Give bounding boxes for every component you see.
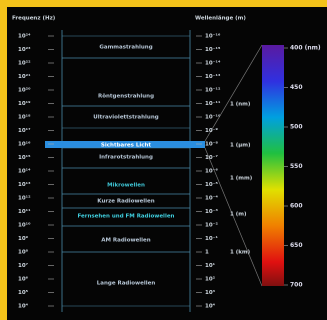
band-label: Fernsehen und FM Radiowellen: [78, 214, 175, 220]
band-label: AM Radiowellen: [101, 238, 151, 244]
connector: [204, 147, 263, 287]
frequency-label: 10²³: [18, 46, 31, 53]
color-label: 500: [290, 124, 303, 131]
wavelength-label: 10⁻¹¹: [205, 100, 221, 107]
frequency-label: 10¹⁷: [18, 127, 31, 134]
wavelength-label: 10⁻²: [205, 222, 219, 229]
frequency-label: 10¹⁰: [18, 222, 31, 229]
frequency-label: 10²⁰: [18, 87, 31, 94]
connector: [204, 44, 263, 142]
visible-highlight: [45, 141, 205, 148]
frequency-label: 10²⁴: [18, 33, 31, 40]
band-label: Ultraviolettstrahlung: [93, 115, 158, 121]
color-label: 600: [290, 203, 303, 210]
wavelength-label: 10⁻⁶: [205, 168, 219, 175]
wavelength-label: 10⁻⁷: [205, 154, 219, 161]
color-label: 550: [290, 163, 303, 170]
band-label: Infrarotstrahlung: [99, 155, 153, 161]
frequency-label: 10¹⁸: [18, 114, 31, 121]
wavelength-label: 10⁻⁴: [205, 195, 219, 202]
wavelength-label: 10⁻¹²: [205, 87, 221, 94]
wavelength-label: 10⁻¹⁶: [205, 33, 221, 40]
frequency-label: 10⁵: [18, 289, 29, 296]
band-label: Lange Radiowellen: [97, 281, 156, 287]
wavelength-label: 10⁻⁵: [205, 181, 219, 188]
wavelength-label: 10⁻⁸: [205, 141, 219, 148]
frequency-label: 10¹²: [18, 195, 31, 202]
wavelength-label: 10⁻⁹: [205, 127, 219, 134]
wavelength-title: Wellenlänge (m): [195, 16, 246, 22]
frequency-label: 10⁷: [18, 262, 29, 269]
wavelength-label: 10⁻¹: [205, 235, 219, 242]
frequency-label: 10¹³: [18, 181, 31, 188]
frequency-title: Frequenz (Hz): [12, 16, 56, 22]
wavelength-label: 10³: [205, 289, 216, 296]
color-label: 450: [290, 84, 303, 91]
wavelength-label: 10⁻¹³: [205, 73, 221, 80]
wavelength-label: 10²: [205, 276, 216, 283]
wavelength-label: 10⁻¹⁵: [205, 46, 221, 53]
frequency-label: 10²²: [18, 60, 31, 67]
wavelength-label: 1: [205, 250, 209, 256]
frequency-label: 10⁶: [18, 276, 29, 283]
band-label: Kurze Radiowellen: [97, 199, 154, 205]
unit-label: 1 (mm): [230, 176, 253, 182]
wavelength-label: 10¹: [205, 262, 216, 269]
frequency-label: 10¹⁶: [18, 141, 31, 148]
color-bar: [262, 45, 284, 286]
unit-label: 1 (nm): [230, 102, 251, 108]
band-label: Gammastrahlung: [99, 45, 152, 51]
color-label: 400 (nm): [290, 45, 321, 52]
wavelength-label: 10⁻¹⁰: [205, 114, 221, 121]
wavelength-label: 10⁻³: [205, 208, 219, 215]
band-label: Mikrowellen: [107, 183, 145, 189]
unit-label: 1 (µm): [230, 143, 251, 149]
frequency-label: 10¹⁴: [18, 168, 31, 175]
unit-label: 1 (m): [230, 212, 247, 218]
frequency-label: 10²¹: [18, 73, 31, 80]
frequency-label: 10⁹: [18, 235, 29, 242]
color-label: 700: [290, 282, 303, 289]
color-label: 650: [290, 242, 303, 249]
frequency-label: 10¹⁹: [18, 100, 31, 107]
band-label: Sichtbares Licht: [101, 143, 151, 149]
frequency-label: 10⁴: [18, 303, 29, 310]
frequency-label: 10¹¹: [18, 208, 31, 215]
wavelength-label: 10⁴: [205, 303, 216, 310]
wavelength-label: 10⁻¹⁴: [205, 60, 221, 67]
frequency-label: 10⁸: [18, 249, 29, 256]
band-label: Röntgenstrahlung: [98, 94, 154, 100]
unit-label: 1 (km): [230, 250, 251, 256]
frequency-label: 10¹⁵: [18, 154, 31, 161]
